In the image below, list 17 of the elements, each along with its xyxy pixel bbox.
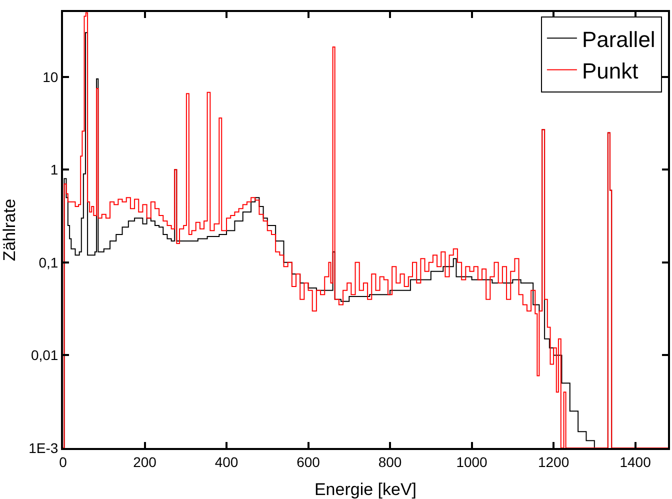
y-tick-label: 1E-3 xyxy=(28,440,58,456)
y-axis-title: Zählrate xyxy=(0,198,19,262)
x-tick-label: 0 xyxy=(59,454,68,470)
legend-label: Punkt xyxy=(582,58,638,84)
x-tick-label: 1000 xyxy=(456,454,488,470)
x-tick-label: 600 xyxy=(296,454,320,470)
legend-label: Parallel xyxy=(582,26,656,52)
x-tick-label: 1200 xyxy=(538,454,570,470)
y-tick-label: 10 xyxy=(42,68,58,85)
x-tick-label: 200 xyxy=(133,454,157,470)
y-tick-label: 1 xyxy=(50,162,58,178)
y-tick-label: 0,1 xyxy=(38,254,58,270)
x-axis-title: Energie [keV] xyxy=(314,480,417,499)
x-tick-label: 1400 xyxy=(620,454,652,470)
x-tick-label: 800 xyxy=(378,454,402,470)
y-tick-label: 0,01 xyxy=(30,347,58,364)
x-tick-label: 400 xyxy=(214,454,238,470)
